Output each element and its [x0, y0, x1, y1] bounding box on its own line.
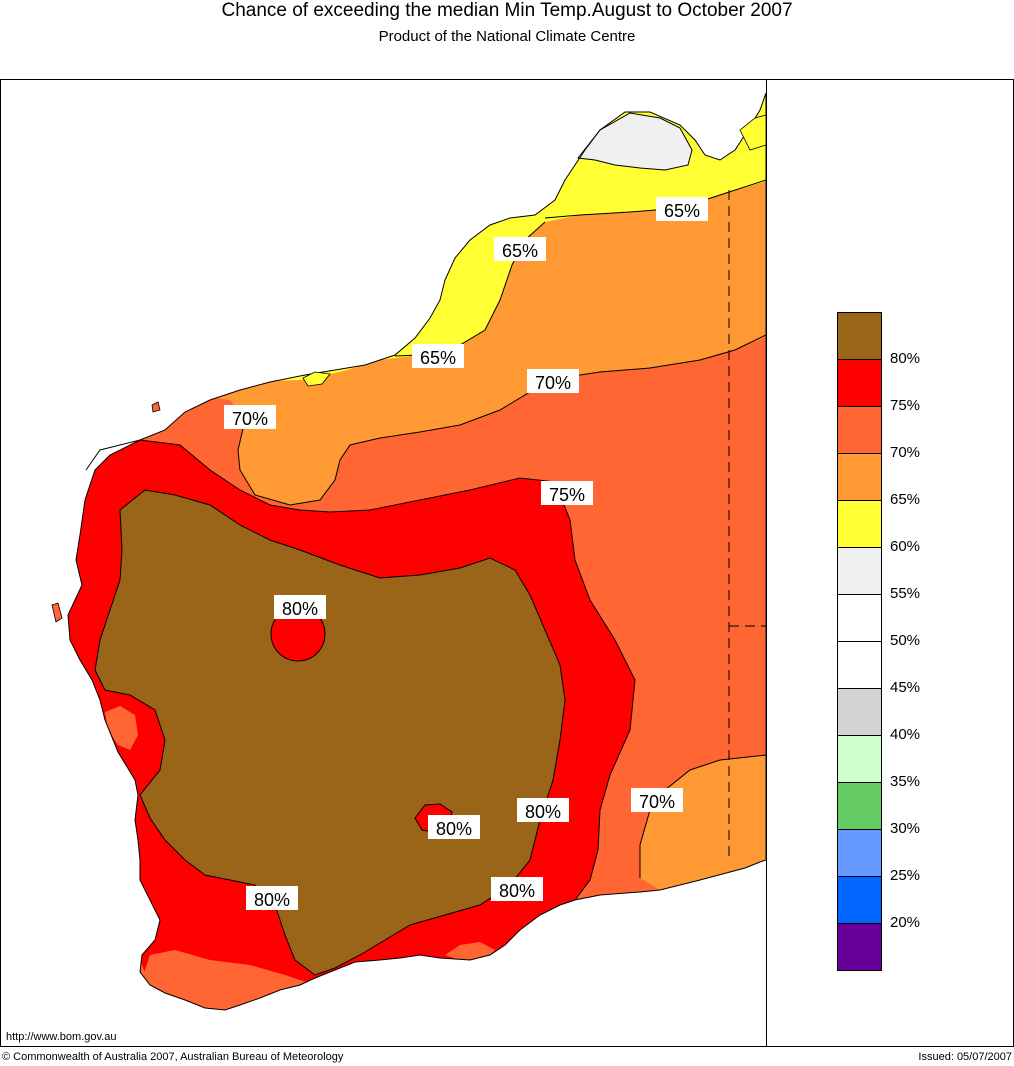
svg-text:65%: 65%: [420, 348, 456, 368]
legend-label: 35%: [890, 773, 921, 790]
legend-swatch: [837, 688, 882, 736]
legend-label: 65%: [890, 491, 921, 508]
contour-label-70-west: 70%: [224, 405, 276, 429]
contour-60: [577, 112, 693, 171]
svg-text:80%: 80%: [282, 599, 318, 619]
svg-text:65%: 65%: [664, 201, 700, 221]
zone-55-60: [578, 113, 692, 170]
legend-swatch: [837, 594, 882, 642]
legend-label: 20%: [890, 914, 921, 931]
legend-swatch: [837, 453, 882, 501]
wa-probability-map: 65% 65% 65% 70% 70% 75%: [1, 80, 766, 1046]
legend-swatch: [837, 312, 882, 360]
legend-label: 40%: [890, 726, 921, 743]
map-title: Chance of exceeding the median Min Temp.…: [221, 0, 793, 21]
copyright-notice: © Commonwealth of Australia 2007, Austra…: [2, 1051, 344, 1063]
legend-swatch: [837, 500, 882, 548]
legend-label: 55%: [890, 585, 921, 602]
contour-label-80-southwest: 80%: [246, 886, 298, 910]
source-url: http://www.bom.gov.au: [6, 1031, 117, 1043]
svg-text:80%: 80%: [436, 819, 472, 839]
legend-label: 30%: [890, 820, 921, 837]
contour-label-75: 75%: [541, 481, 593, 505]
contour-label-70-central: 70%: [527, 369, 579, 393]
zone-80-plus: [95, 490, 565, 975]
legend-swatch: [837, 406, 882, 454]
island-west-2: [51, 602, 63, 623]
zone-70-75-west-coast: [105, 706, 138, 750]
zone-75-80-inland-island: [271, 607, 325, 661]
legend-label: 50%: [890, 632, 921, 649]
legend-swatch: [837, 547, 882, 595]
islands: [302, 114, 766, 387]
legend-label: 60%: [890, 538, 921, 555]
legend-label: 75%: [890, 397, 921, 414]
state-borders: [728, 190, 766, 860]
svg-text:80%: 80%: [525, 802, 561, 822]
svg-text:65%: 65%: [502, 241, 538, 261]
contour-label-80-south-island: 80%: [428, 815, 480, 839]
contour-70: [237, 334, 766, 506]
legend-label: 25%: [890, 867, 921, 884]
svg-text:75%: 75%: [549, 485, 585, 505]
map-subtitle: Product of the National Climate Centre: [378, 28, 636, 45]
svg-text:70%: 70%: [535, 373, 571, 393]
legend-swatch: [837, 782, 882, 830]
issued-date: Issued: 05/07/2007: [918, 1051, 1012, 1063]
island-west-1: [151, 401, 161, 413]
island-north-east: [739, 114, 766, 151]
islands-west: [51, 401, 161, 623]
legend-swatch: [837, 923, 882, 971]
contour-label-80-east: 80%: [517, 798, 569, 822]
legend-divider: [766, 80, 767, 1046]
contour-label-65-pilbara: 65%: [412, 344, 464, 368]
legend-label: 70%: [890, 444, 921, 461]
contour-label-65-kimberley: 65%: [494, 237, 546, 261]
svg-text:80%: 80%: [254, 890, 290, 910]
contour-65-north: [544, 179, 766, 219]
legend-swatch: [837, 359, 882, 407]
contour-label-70-southeast: 70%: [631, 788, 683, 812]
contour-75: [85, 439, 636, 901]
map-panel: 65% 65% 65% 70% 70% 75%: [1, 80, 766, 1046]
legend-swatch: [837, 735, 882, 783]
legend-swatch: [837, 876, 882, 924]
legend-label: 80%: [890, 350, 921, 367]
svg-text:70%: 70%: [639, 792, 675, 812]
contour-80: [94, 489, 566, 976]
legend-label: 45%: [890, 679, 921, 696]
contour-label-layer: 65% 65% 65% 70% 70% 75%: [224, 197, 708, 910]
contour-label-80-southeast: 80%: [491, 877, 543, 901]
coastline: [67, 92, 766, 1011]
island-north-west: [302, 371, 331, 387]
contour-label-65-north: 65%: [656, 197, 708, 221]
legend-swatch: [837, 829, 882, 877]
svg-text:80%: 80%: [499, 881, 535, 901]
svg-text:70%: 70%: [232, 409, 268, 429]
legend-swatch: [837, 641, 882, 689]
contour-label-80-inland: 80%: [274, 595, 326, 619]
